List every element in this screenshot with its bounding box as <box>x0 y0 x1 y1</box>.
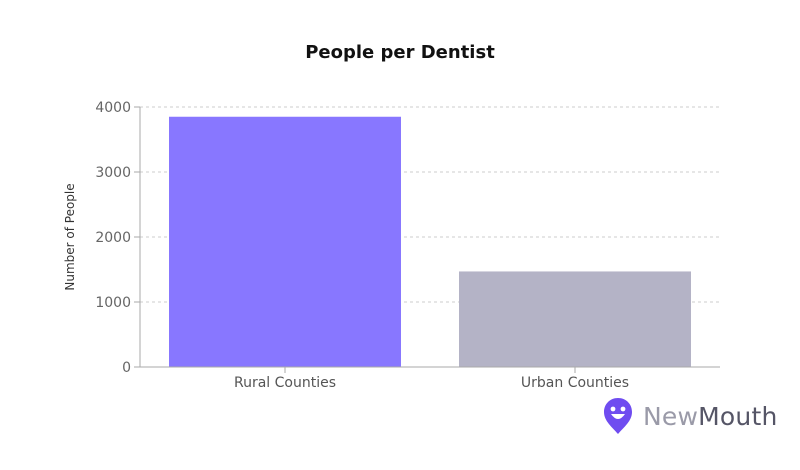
axes: 0 1000 2000 3000 4000 Rural Counties Urban Cou… <box>95 100 720 391</box>
x-tick-label: Rural Counties <box>234 375 336 391</box>
x-tick-label: Urban Counties <box>521 375 629 391</box>
y-tick-label: 1000 <box>95 295 131 311</box>
logo-text-mouth: Mouth <box>698 401 778 431</box>
y-tick-label: 3000 <box>95 165 131 181</box>
bars <box>169 116 691 367</box>
y-axis-label: Number of People <box>63 183 77 290</box>
logo-text-new: New <box>643 401 699 431</box>
smiley-pin-icon <box>604 398 632 434</box>
y-tick-label: 2000 <box>95 230 131 246</box>
newmouth-logo: NewMouth <box>602 396 778 436</box>
bar-urban-counties <box>459 271 691 367</box>
logo-wordmark: NewMouth <box>643 402 778 431</box>
chart-title: People per Dentist <box>305 42 495 63</box>
y-tick-label: 0 <box>122 360 131 376</box>
y-tick-label: 4000 <box>95 100 131 116</box>
bar-rural-counties <box>169 116 401 367</box>
